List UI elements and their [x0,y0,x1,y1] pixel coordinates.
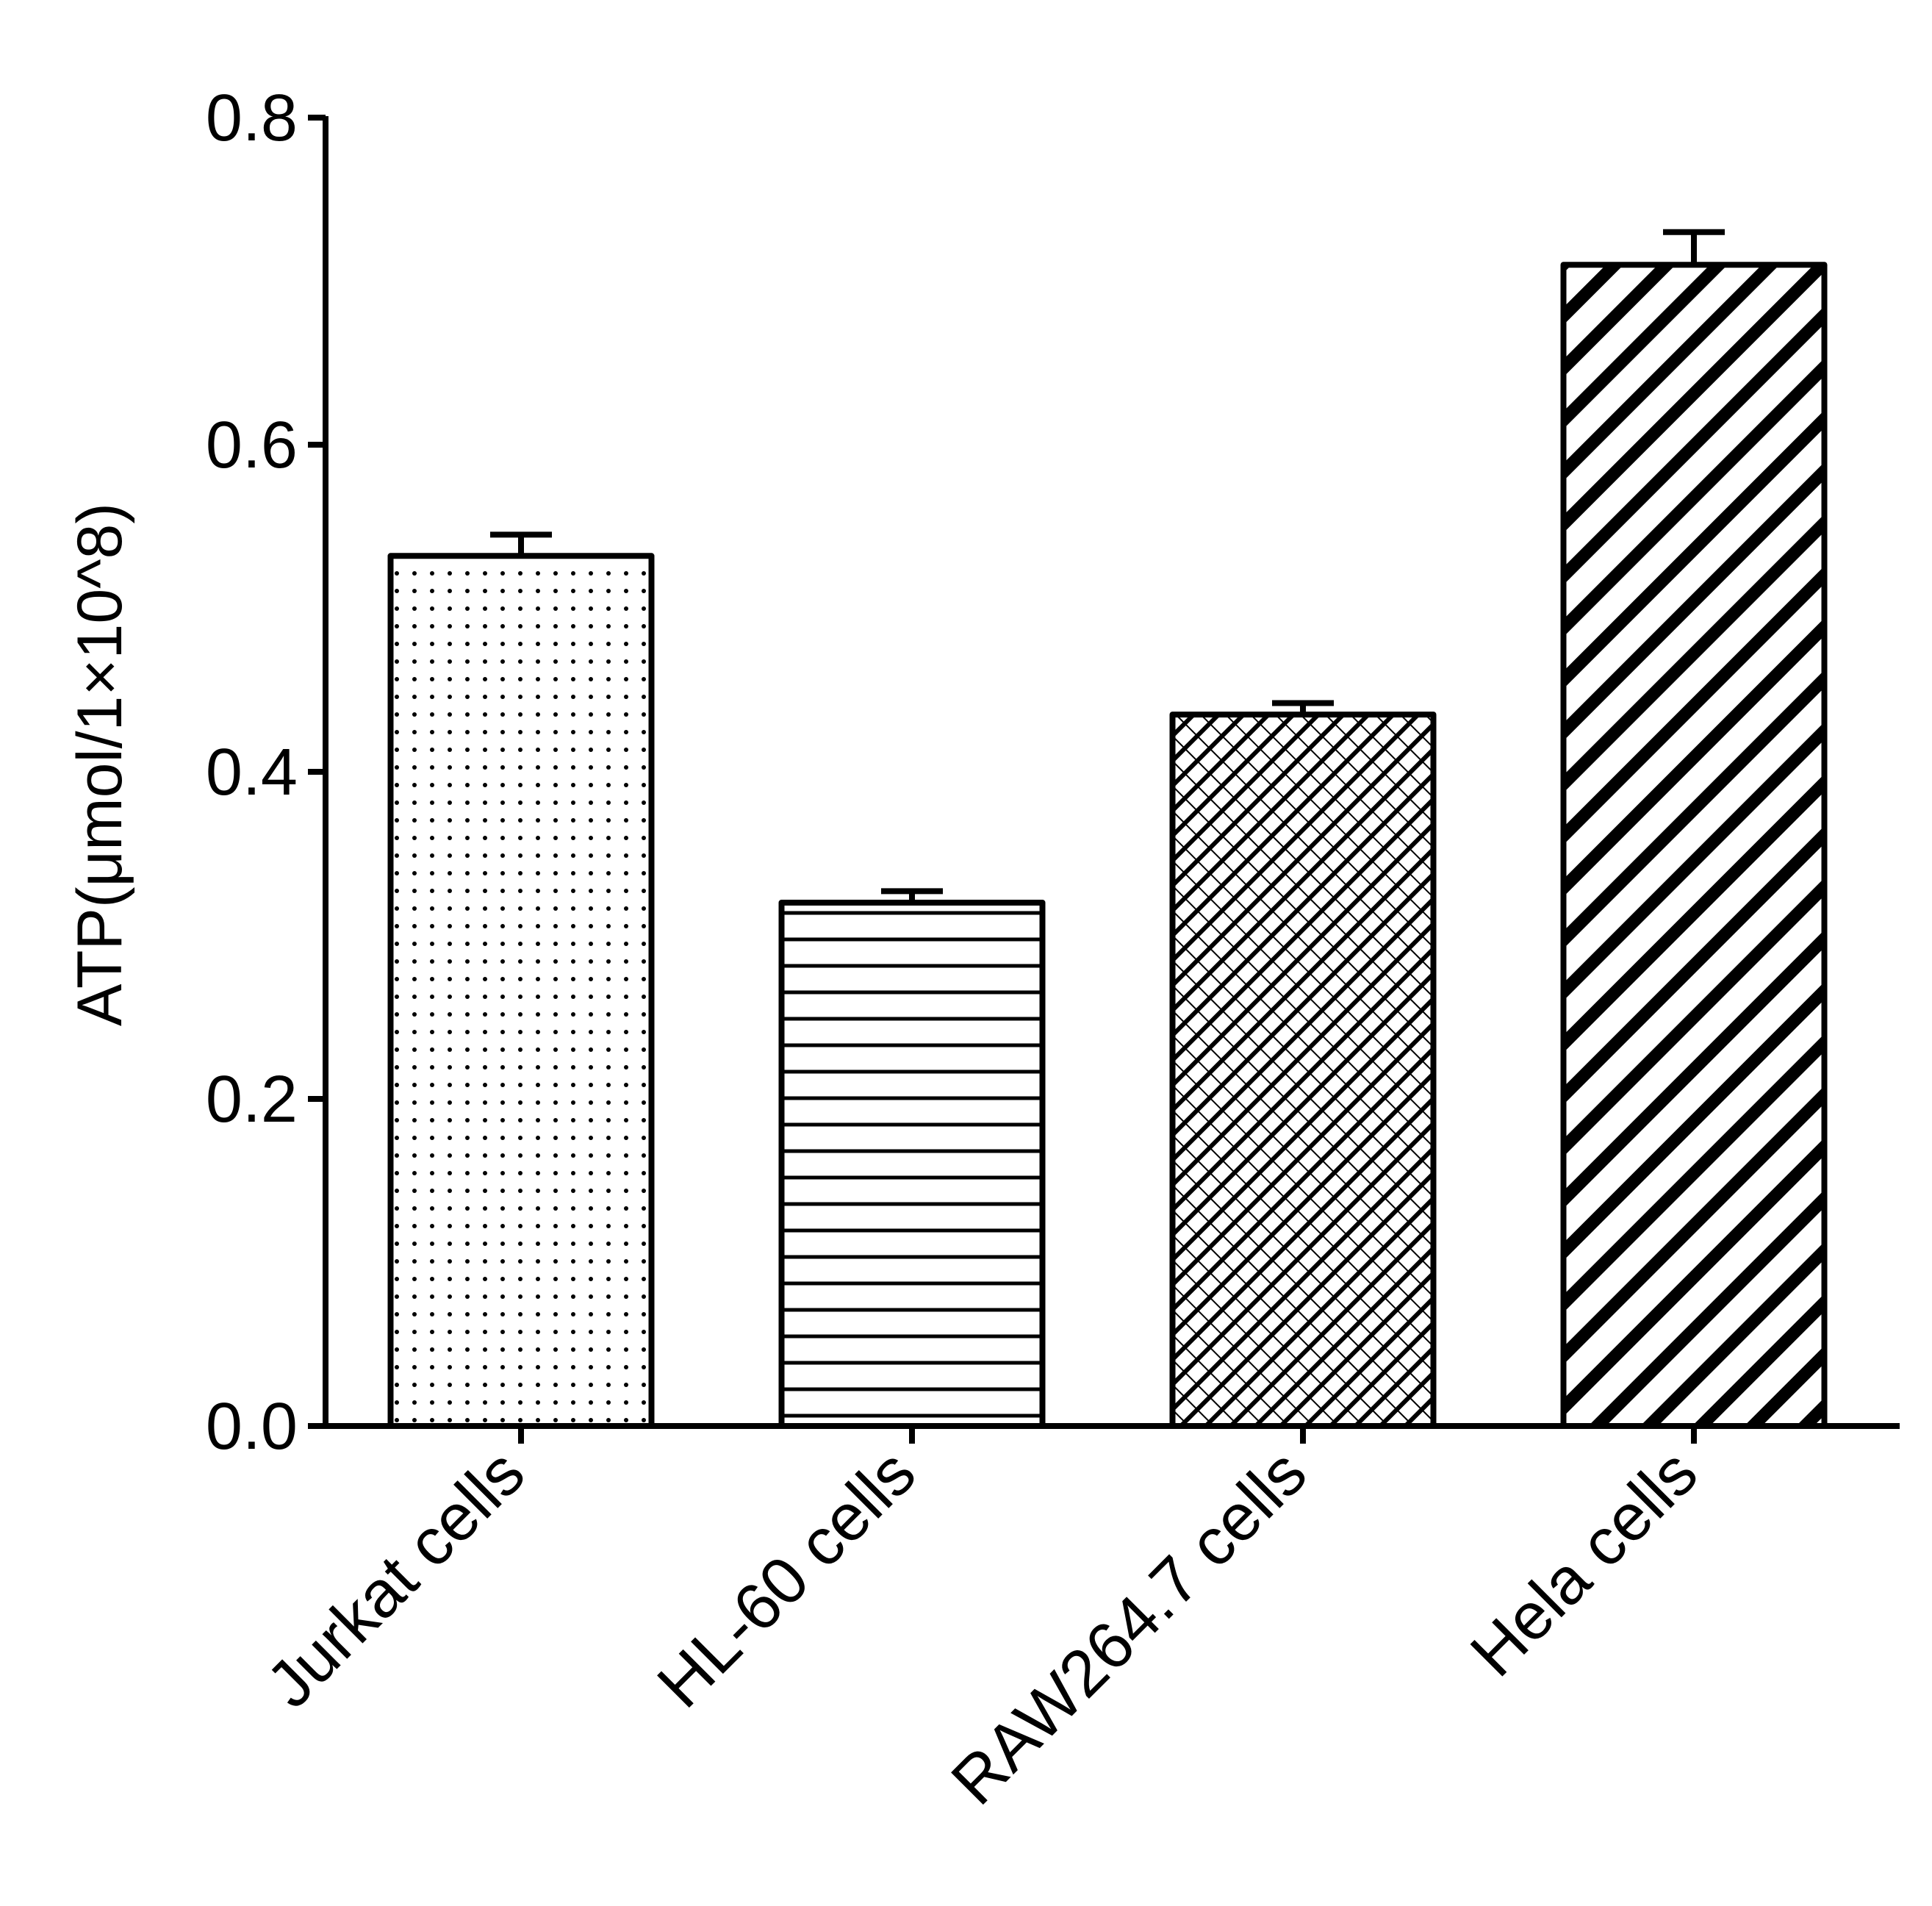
bar-4 [1560,262,1828,1429]
x-tick-label: Hela cells [1457,1436,1712,1691]
y-axis-title: ATP(μmol/1×10^8) [65,503,135,1026]
bar-1 [387,553,655,1429]
bar-3 [1169,712,1437,1429]
error-bars [490,229,1725,903]
x-axis-ticks: Jurkat cells HL-60 cells RAW264.7 cells Hel… [253,1426,1712,1819]
x-tick-label: Jurkat cells [253,1436,539,1722]
bars [387,262,1828,1429]
y-tick-label: 0.8 [206,82,298,155]
y-tick-label: 0.6 [206,409,298,482]
bar-2 [778,900,1046,1429]
y-tick-label: 0.4 [206,736,298,809]
x-tick-label: RAW264.7 cells [938,1436,1321,1819]
y-axis-ticks: 0.0 0.2 0.4 0.6 0.8 [206,82,326,1463]
y-tick-label: 0.2 [206,1063,298,1136]
x-tick-label: HL-60 cells [644,1436,930,1722]
y-tick-label: 0.0 [206,1390,298,1463]
